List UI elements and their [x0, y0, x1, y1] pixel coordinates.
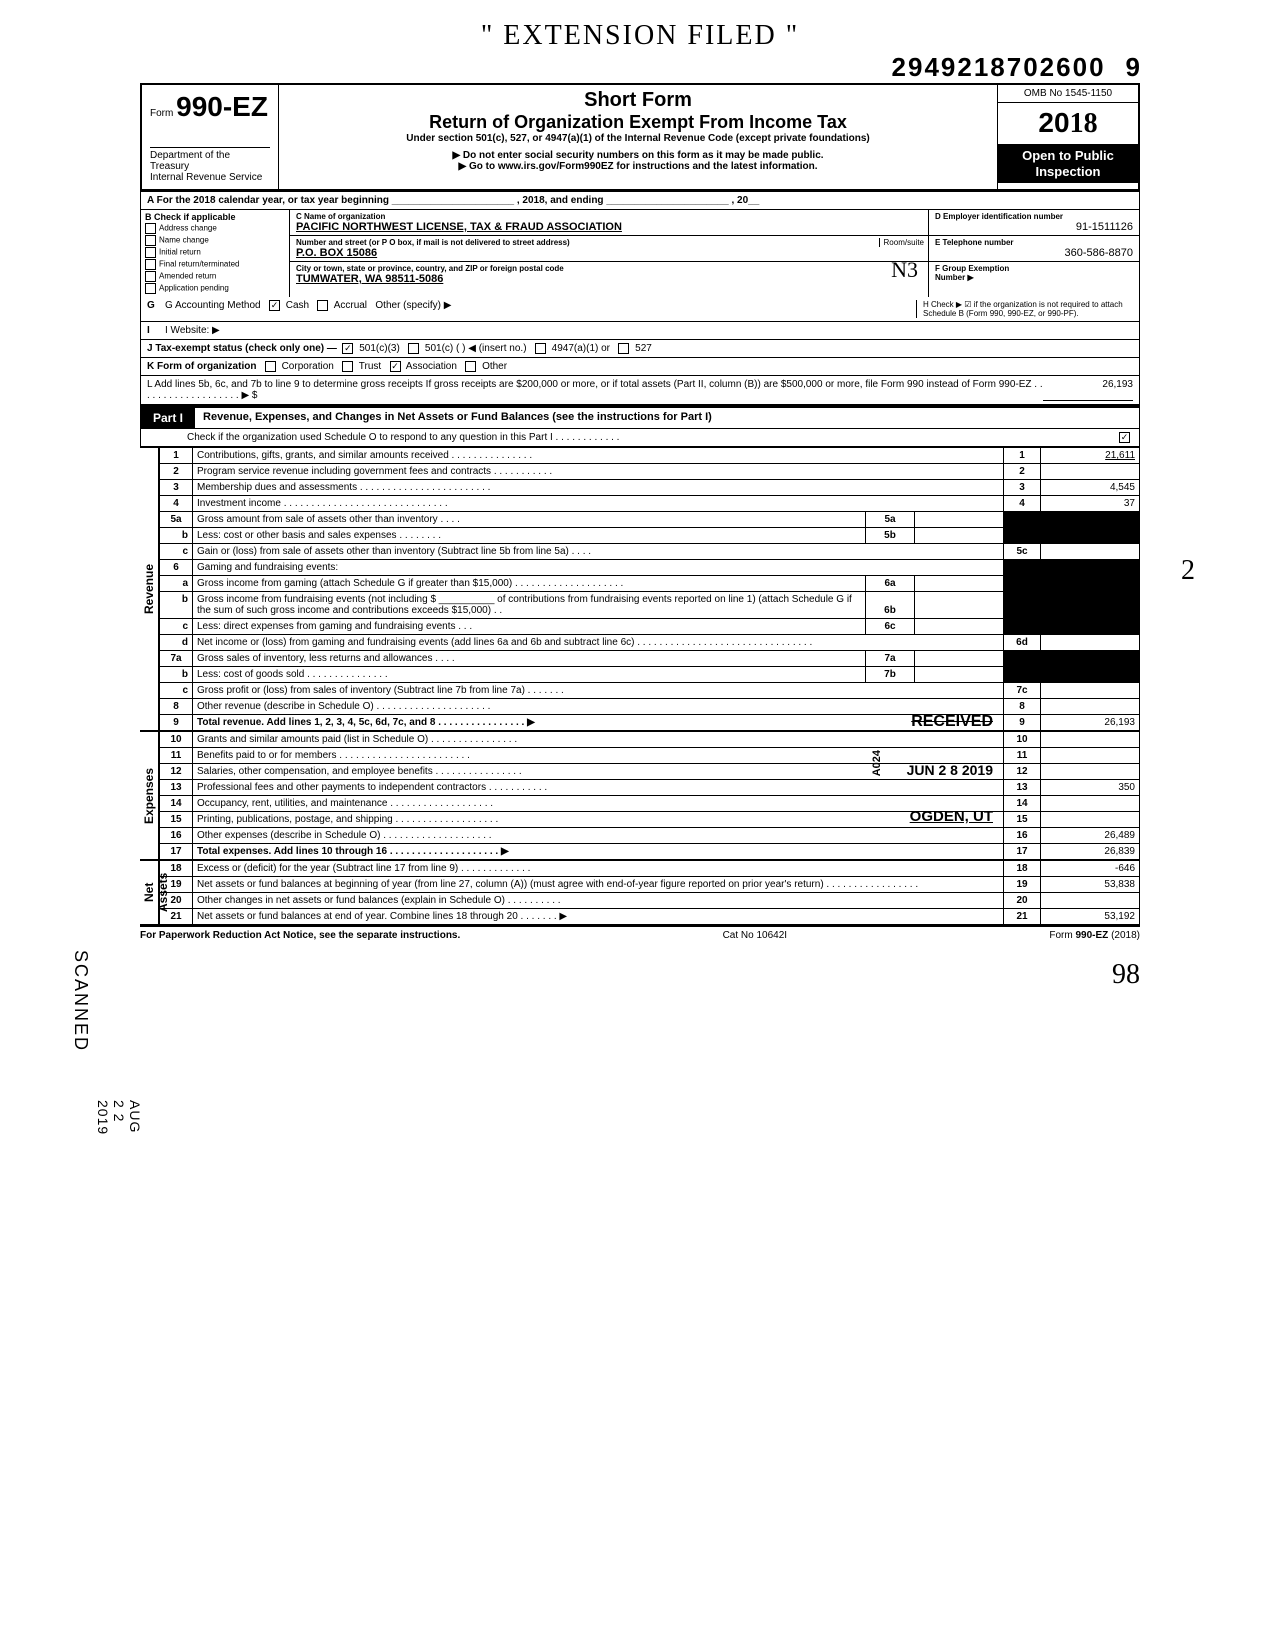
title-under-section: Under section 501(c), 527, or 4947(a)(1)… [287, 133, 989, 144]
dept-l1: Department of the Treasury [150, 150, 270, 172]
form-number: 990-EZ [176, 91, 268, 122]
c-street: P.O. BOX 15086 [296, 247, 922, 259]
open-to-public: Open to Public Inspection [998, 144, 1138, 183]
g-accrual-check[interactable] [317, 300, 328, 311]
footer-formno: Form 990-EZ (2018) [1049, 930, 1140, 941]
hw-initial-n3: N3 [891, 257, 918, 283]
ogden-stamp: OGDEN, UT [910, 808, 993, 825]
h-check: H Check ▶ ☑ if the organization is not r… [916, 300, 1133, 318]
j-527-check[interactable] [618, 343, 629, 354]
k-other-check[interactable] [465, 361, 476, 372]
line9-desc: Total revenue. Add lines 1, 2, 3, 4, 5c,… [197, 717, 535, 728]
c-org-name: PACIFIC NORTHWEST LICENSE, TAX & FRAUD A… [296, 221, 922, 233]
title-short-form: Short Form [287, 89, 989, 112]
title-goto: ▶ Go to www.irs.gov/Form990EZ for instru… [287, 161, 989, 172]
revenue-vlabel: Revenue [140, 447, 159, 731]
received-stamp: RECEIVED [911, 713, 993, 731]
i-lead: I [147, 325, 165, 336]
c-city: TUMWATER, WA 98511-5086 [296, 273, 922, 285]
j-501c-check[interactable] [408, 343, 419, 354]
b-initial-return[interactable]: Initial return [145, 247, 285, 258]
a024-stamp: A024 [871, 750, 883, 776]
j-501c3-check[interactable]: ✓ [342, 343, 353, 354]
footer-catno: Cat No 10642I [723, 930, 788, 941]
year-suffix: 18 [1070, 108, 1098, 139]
d-ein-label: D Employer identification number [935, 212, 1133, 221]
b-application-pending[interactable]: Application pending [145, 283, 285, 294]
j-4947-check[interactable] [535, 343, 546, 354]
g-cash-check[interactable]: ✓ [269, 300, 280, 311]
part1-check[interactable]: ✓ [1119, 432, 1130, 443]
e-phone: 360-586-8870 [935, 247, 1133, 259]
hw-margin-2: 2 [1181, 555, 1195, 587]
form-number-cell: Form 990-EZ Department of the Treasury I… [142, 85, 279, 189]
k-form-of-org: K Form of organization Corporation Trust… [147, 361, 1133, 372]
footer-paperwork: For Paperwork Reduction Act Notice, see … [140, 930, 460, 941]
b-amended-return[interactable]: Amended return [145, 271, 285, 282]
b-final-return[interactable]: Final return/terminated [145, 259, 285, 270]
title-main: Return of Organization Exempt From Incom… [287, 112, 989, 133]
netassets-table: 18Excess or (deficit) for the year (Subt… [159, 860, 1140, 925]
year-cell: OMB No 1545-1150 2018 Open to Public Ins… [997, 85, 1138, 189]
b-header: B Check if applicable [145, 212, 285, 222]
l-amount: 26,193 [1043, 379, 1133, 401]
scanned-stamp: SCANNED [70, 950, 91, 1052]
expenses-table: 10Grants and similar amounts paid (list … [159, 731, 1140, 860]
i-website: I Website: ▶ [165, 325, 917, 336]
hw-98: 98 [1112, 959, 1140, 991]
b-name-change[interactable]: Name change [145, 235, 285, 246]
part1-tag: Part I [141, 408, 195, 428]
l-gross-receipts: L Add lines 5b, 6c, and 7b to line 9 to … [147, 379, 1043, 401]
revenue-table: 1Contributions, gifts, grants, and simil… [159, 447, 1140, 731]
netassets-vlabel: Net Assets [140, 860, 159, 925]
extension-filed-handwritten: " EXTENSION FILED " [140, 20, 1140, 52]
j-tax-exempt: J Tax-exempt status (check only one) — ✓… [147, 343, 1133, 354]
g-lead: G [147, 300, 165, 318]
part1-schedule-o-check: Check if the organization used Schedule … [187, 432, 1119, 443]
c-street-label: Number and street (or P O box, if mail i… [296, 238, 922, 247]
dln-suffix: 9 [1126, 52, 1140, 83]
jun-date-stamp: JUN 2 8 2019 [907, 762, 993, 778]
k-trust-check[interactable] [342, 361, 353, 372]
k-corp-check[interactable] [265, 361, 276, 372]
form-prefix: Form [150, 108, 173, 119]
c-name-label: C Name of organization [296, 212, 922, 221]
dln-number: 2949218702600 [892, 52, 1106, 83]
col-b-checkboxes: B Check if applicable Address change Nam… [141, 210, 290, 297]
f-number-label: Number ▶ [935, 273, 1133, 282]
d-ein: 91-1511126 [935, 221, 1133, 233]
title-do-not-enter: ▶ Do not enter social security numbers o… [287, 150, 989, 161]
e-phone-label: E Telephone number [935, 238, 1133, 247]
c-city-label: City or town, state or province, country… [296, 264, 922, 273]
scanned-date: AUG 2 2 2019 [95, 1100, 143, 1135]
b-address-change[interactable]: Address change [145, 223, 285, 234]
k-assoc-check[interactable]: ✓ [390, 361, 401, 372]
g-accounting-method: G Accounting Method ✓ Cash Accrual Other… [165, 300, 916, 318]
form-title-cell: Short Form Return of Organization Exempt… [279, 85, 997, 189]
row-a-tax-year: A For the 2018 calendar year, or tax yea… [140, 192, 1140, 210]
omb-number: OMB No 1545-1150 [998, 85, 1138, 103]
dept-l2: Internal Revenue Service [150, 172, 270, 183]
c-room-label: Room/suite [879, 238, 924, 247]
f-group-label: F Group Exemption [935, 264, 1133, 273]
expenses-vlabel: Expenses [140, 731, 159, 860]
year-prefix: 20 [1038, 107, 1069, 138]
part1-title: Revenue, Expenses, and Changes in Net As… [195, 408, 1139, 428]
